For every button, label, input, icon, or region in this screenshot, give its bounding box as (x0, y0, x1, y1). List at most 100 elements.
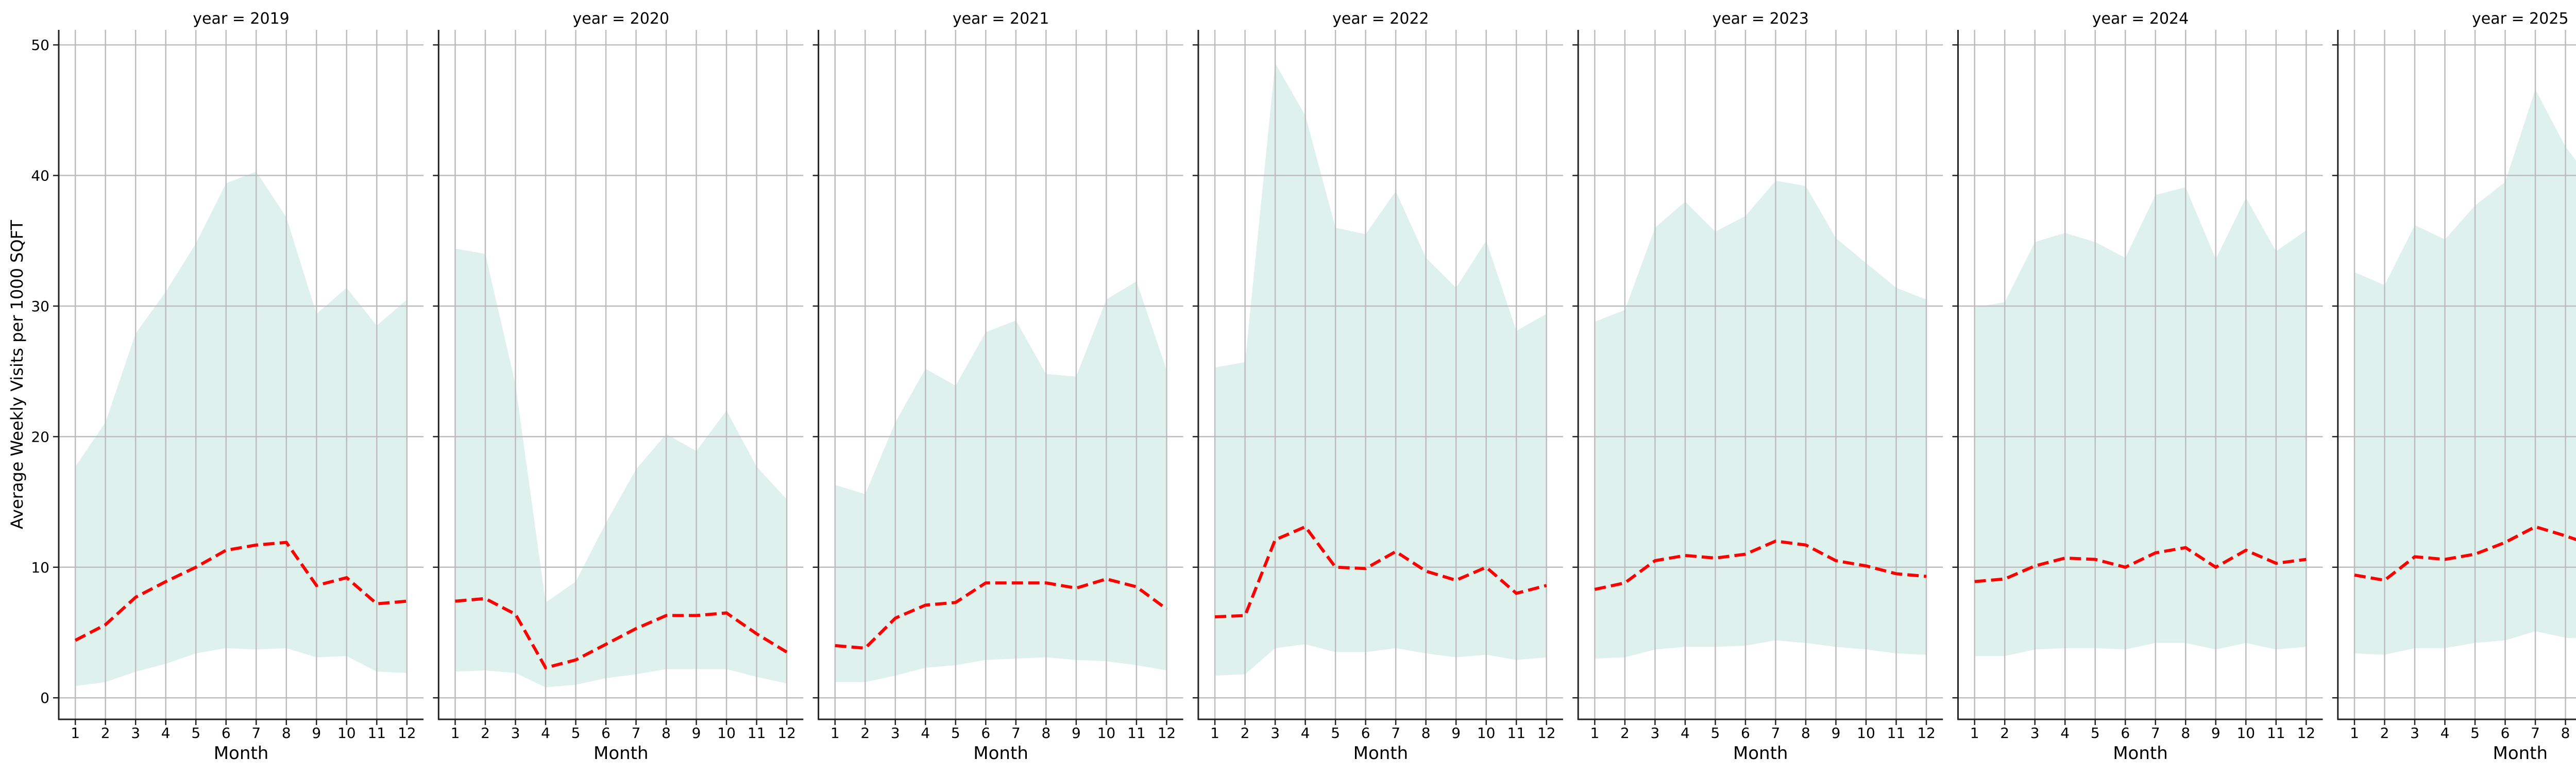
x-tick-label: 9 (1451, 725, 1461, 742)
x-tick-label: 4 (2060, 725, 2070, 742)
x-tick-label: 2 (481, 725, 490, 742)
percentile-band (835, 281, 1167, 682)
percentile-band (455, 248, 787, 687)
x-tick-label: 6 (1361, 725, 1370, 742)
x-tick-label: 2 (2000, 725, 2009, 742)
x-tick-label: 4 (921, 725, 930, 742)
x-tick-label: 4 (541, 725, 550, 742)
x-tick-label: 9 (692, 725, 701, 742)
x-axis-label: Month (973, 743, 1028, 764)
x-tick-label: 7 (2531, 725, 2540, 742)
x-tick-label: 11 (367, 725, 386, 742)
x-tick-label: 1 (1590, 725, 1599, 742)
x-tick-label: 5 (571, 725, 581, 742)
panel-title: year = 2019 (193, 10, 290, 28)
x-tick-label: 2 (1241, 725, 1250, 742)
x-tick-label: 8 (2181, 725, 2190, 742)
x-tick-label: 6 (601, 725, 611, 742)
y-tick-label: 20 (31, 428, 49, 445)
x-tick-label: 6 (2501, 725, 2510, 742)
x-tick-label: 5 (951, 725, 960, 742)
x-tick-label: 2 (2380, 725, 2389, 742)
x-tick-label: 10 (337, 725, 356, 742)
x-axis-label: Month (2493, 743, 2548, 764)
median-line (74, 541, 408, 642)
percentile-band (1595, 180, 1927, 659)
x-tick-label: 8 (282, 725, 291, 742)
x-tick-label: 3 (2410, 725, 2419, 742)
x-tick-label: 1 (1210, 725, 1219, 742)
x-tick-label: 1 (451, 725, 460, 742)
x-tick-label: 1 (831, 725, 840, 742)
x-axis-label: Month (214, 743, 269, 764)
x-tick-label: 7 (632, 725, 641, 742)
percentile-band (1215, 63, 1547, 676)
panel-title: year = 2025 (2472, 10, 2569, 28)
y-tick-label: 0 (40, 689, 49, 706)
y-axis-label: Average Weekly Visits per 1000 SQFT (7, 220, 27, 530)
x-tick-label: 7 (2151, 725, 2160, 742)
median-line (1214, 525, 1547, 619)
x-tick-label: 7 (1011, 725, 1021, 742)
percentile-band (2354, 89, 2576, 655)
x-tick-label: 4 (1681, 725, 1690, 742)
x-tick-label: 9 (312, 725, 321, 742)
x-tick-label: 12 (1537, 725, 1556, 742)
x-tick-label: 7 (251, 725, 261, 742)
median-line (1974, 546, 2307, 583)
x-tick-label: 11 (1887, 725, 1906, 742)
x-tick-label: 3 (2030, 725, 2040, 742)
x-tick-label: 8 (1801, 725, 1810, 742)
x-axis-label: Month (1353, 743, 1409, 764)
x-tick-label: 10 (717, 725, 736, 742)
panel-title: year = 2021 (953, 10, 1049, 28)
x-tick-label: 7 (1391, 725, 1400, 742)
x-tick-label: 9 (2211, 725, 2221, 742)
x-tick-label: 4 (1301, 725, 1310, 742)
x-tick-label: 6 (1741, 725, 1750, 742)
x-tick-label: 12 (1917, 725, 1936, 742)
x-axis-label: Month (1733, 743, 1788, 764)
x-tick-label: 5 (191, 725, 200, 742)
x-tick-label: 1 (1970, 725, 1979, 742)
y-tick-label: 10 (31, 559, 49, 576)
x-tick-label: 5 (1711, 725, 1720, 742)
median-line (455, 597, 788, 670)
x-tick-label: 6 (222, 725, 231, 742)
x-tick-label: 4 (161, 725, 171, 742)
x-tick-label: 11 (2267, 725, 2285, 742)
x-tick-label: 11 (1127, 725, 1146, 742)
x-tick-label: 10 (1097, 725, 1116, 742)
x-tick-label: 3 (891, 725, 900, 742)
x-tick-label: 9 (1072, 725, 1081, 742)
x-axis-label: Month (2113, 743, 2168, 764)
y-tick-label: 50 (31, 37, 49, 54)
x-tick-label: 11 (1507, 725, 1526, 742)
x-tick-label: 6 (2121, 725, 2130, 742)
x-tick-label: 8 (1041, 725, 1050, 742)
panel-title: year = 2020 (573, 10, 670, 28)
x-tick-label: 5 (1331, 725, 1340, 742)
panel-title: year = 2022 (1332, 10, 1429, 28)
x-tick-label: 3 (511, 725, 520, 742)
x-tick-label: 10 (2236, 725, 2255, 742)
x-tick-label: 7 (1771, 725, 1781, 742)
x-tick-label: 8 (2561, 725, 2570, 742)
x-tick-label: 12 (1158, 725, 1176, 742)
panel-title: year = 2024 (2092, 10, 2189, 28)
x-tick-label: 12 (398, 725, 416, 742)
y-tick-label: 40 (31, 167, 49, 184)
x-tick-label: 3 (1270, 725, 1280, 742)
median-line (835, 577, 1168, 650)
x-tick-label: 2 (101, 725, 110, 742)
x-tick-label: 2 (1620, 725, 1630, 742)
panel-title: year = 2023 (1712, 10, 1809, 28)
